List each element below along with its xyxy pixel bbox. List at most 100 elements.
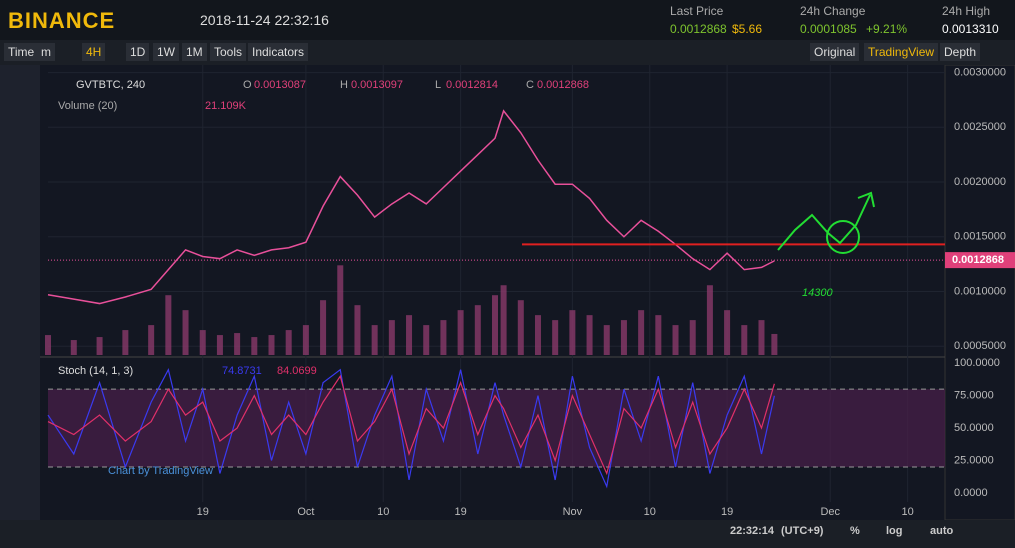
volume-bar [586, 315, 593, 355]
volume-bar [603, 325, 610, 355]
sidebar [0, 65, 40, 548]
volume-bar [45, 335, 51, 355]
legend-text: GVTBTC, 240 [76, 79, 145, 91]
toolbar-button[interactable]: 1W [153, 43, 179, 61]
footer-text[interactable]: % [850, 525, 860, 537]
x-tick-label: Oct [297, 506, 314, 518]
x-tick-label: 10 [901, 506, 913, 518]
value: 0.0013310 [942, 22, 999, 36]
volume-bar [706, 285, 713, 355]
toolbar-button[interactable]: 1M [182, 43, 207, 61]
volume-bar [534, 315, 541, 355]
toolbar-button[interactable]: m [37, 43, 55, 61]
volume-bar [182, 310, 189, 355]
y-tick-label: 0.0030000 [954, 66, 1006, 78]
datetime: 2018-11-24 22:32:16 [200, 12, 329, 28]
volume-bar [388, 320, 395, 355]
volume-bar [285, 330, 292, 355]
legend-text: 0.0012868 [537, 79, 589, 91]
legend-text: 84.0699 [277, 365, 317, 377]
legend-text: 0.0012814 [446, 79, 498, 91]
footer-text: (UTC+9) [781, 525, 824, 537]
volume-bar [655, 315, 662, 355]
x-tick-label: Nov [563, 506, 583, 518]
y-tick-label: 0.0000 [954, 487, 988, 499]
volume-bar [423, 325, 430, 355]
hand-drawing [777, 191, 875, 251]
chart: 19 Oct 10 19 Nov 10 19 Dec 10 0.0005000 0.0010000 0… [0, 65, 1015, 548]
stoch-line [47, 367, 775, 489]
price-tag [945, 252, 1015, 269]
volume-bar [148, 325, 155, 355]
volume-bar [406, 315, 413, 355]
label: 24h High [942, 4, 991, 18]
y-tick-label: 0.0025000 [954, 121, 1006, 133]
volume-bar [771, 333, 778, 355]
toolbar-button[interactable]: Time [4, 43, 39, 61]
header: BINANCE 2018-11-24 22:32:16 Last Price 0… [0, 0, 1015, 40]
value: 0.0001085 [800, 22, 857, 36]
x-tick-label: 10 [644, 506, 656, 518]
toolbar-button[interactable]: 4H [82, 43, 106, 61]
volume-bar [337, 265, 344, 355]
toolbar-button[interactable]: TradingView [864, 43, 939, 61]
volume-bar [354, 305, 361, 355]
bottom-bar [0, 520, 1015, 548]
y-tick-label: 0.0005000 [954, 340, 1006, 352]
legend-text: Volume (20) [58, 100, 117, 112]
annotation-text: 14300 [802, 287, 833, 299]
toolbar-button[interactable]: Depth [940, 43, 981, 61]
volume-bar [638, 310, 645, 355]
legend-text: 0.0013087 [254, 79, 306, 91]
footer-text[interactable]: log [886, 525, 903, 537]
volume-bar [216, 335, 223, 355]
volume-bar [569, 310, 576, 355]
volume-bar [440, 320, 447, 355]
volume-bar [741, 325, 748, 355]
toolbar-button[interactable]: Original [810, 43, 860, 61]
volume-bar [70, 340, 77, 355]
volume-bar [474, 305, 481, 355]
hand-circle [826, 220, 860, 254]
volume-bar [302, 325, 309, 355]
toolbar-button[interactable]: 1D [126, 43, 150, 61]
x-tick-label: 19 [454, 506, 466, 518]
y-tick-label: 0.0010000 [954, 285, 1006, 297]
price-line [47, 109, 775, 305]
footer-text: 22:32:14 [730, 525, 775, 537]
y-tick-label: 25.0000 [954, 454, 994, 466]
legend-text: 0.0013097 [351, 79, 403, 91]
brand[interactable]: BINANCE [8, 8, 116, 33]
y-tick-label: 100.0000 [954, 357, 1000, 369]
toolbar-button[interactable]: Tools [210, 43, 247, 61]
volume-bar [234, 333, 241, 355]
legend-text: H [340, 79, 348, 91]
legend-text: 21.109K [205, 100, 247, 112]
volume-bar [672, 325, 679, 355]
stoch-band [48, 389, 945, 467]
volume-bar [96, 337, 103, 355]
legend-text: Stoch (14, 1, 3) [58, 365, 133, 377]
volume-bar [492, 295, 498, 355]
volume-bar [689, 320, 696, 355]
value: +9.21% [866, 22, 908, 36]
legend-text: O [243, 79, 252, 91]
stoch-line [47, 374, 775, 476]
right-axis [944, 65, 1015, 521]
volume-bar [320, 300, 327, 355]
x-tick-label: 10 [377, 506, 389, 518]
label: Last Price [670, 4, 724, 18]
footer-text[interactable]: auto [930, 525, 954, 537]
volume-bar [758, 320, 765, 355]
legend-text: C [526, 79, 534, 91]
volume-bar [122, 330, 129, 355]
legend-text: Chart by TradingView [108, 465, 213, 477]
volume-bar [371, 325, 378, 355]
x-tick-label: 19 [197, 506, 209, 518]
y-tick-label: 75.0000 [954, 390, 994, 402]
volume-bar [268, 335, 275, 355]
legend-text: 74.8731 [222, 365, 262, 377]
x-tick-label: 19 [721, 506, 733, 518]
toolbar-button[interactable]: Indicators [248, 43, 309, 61]
